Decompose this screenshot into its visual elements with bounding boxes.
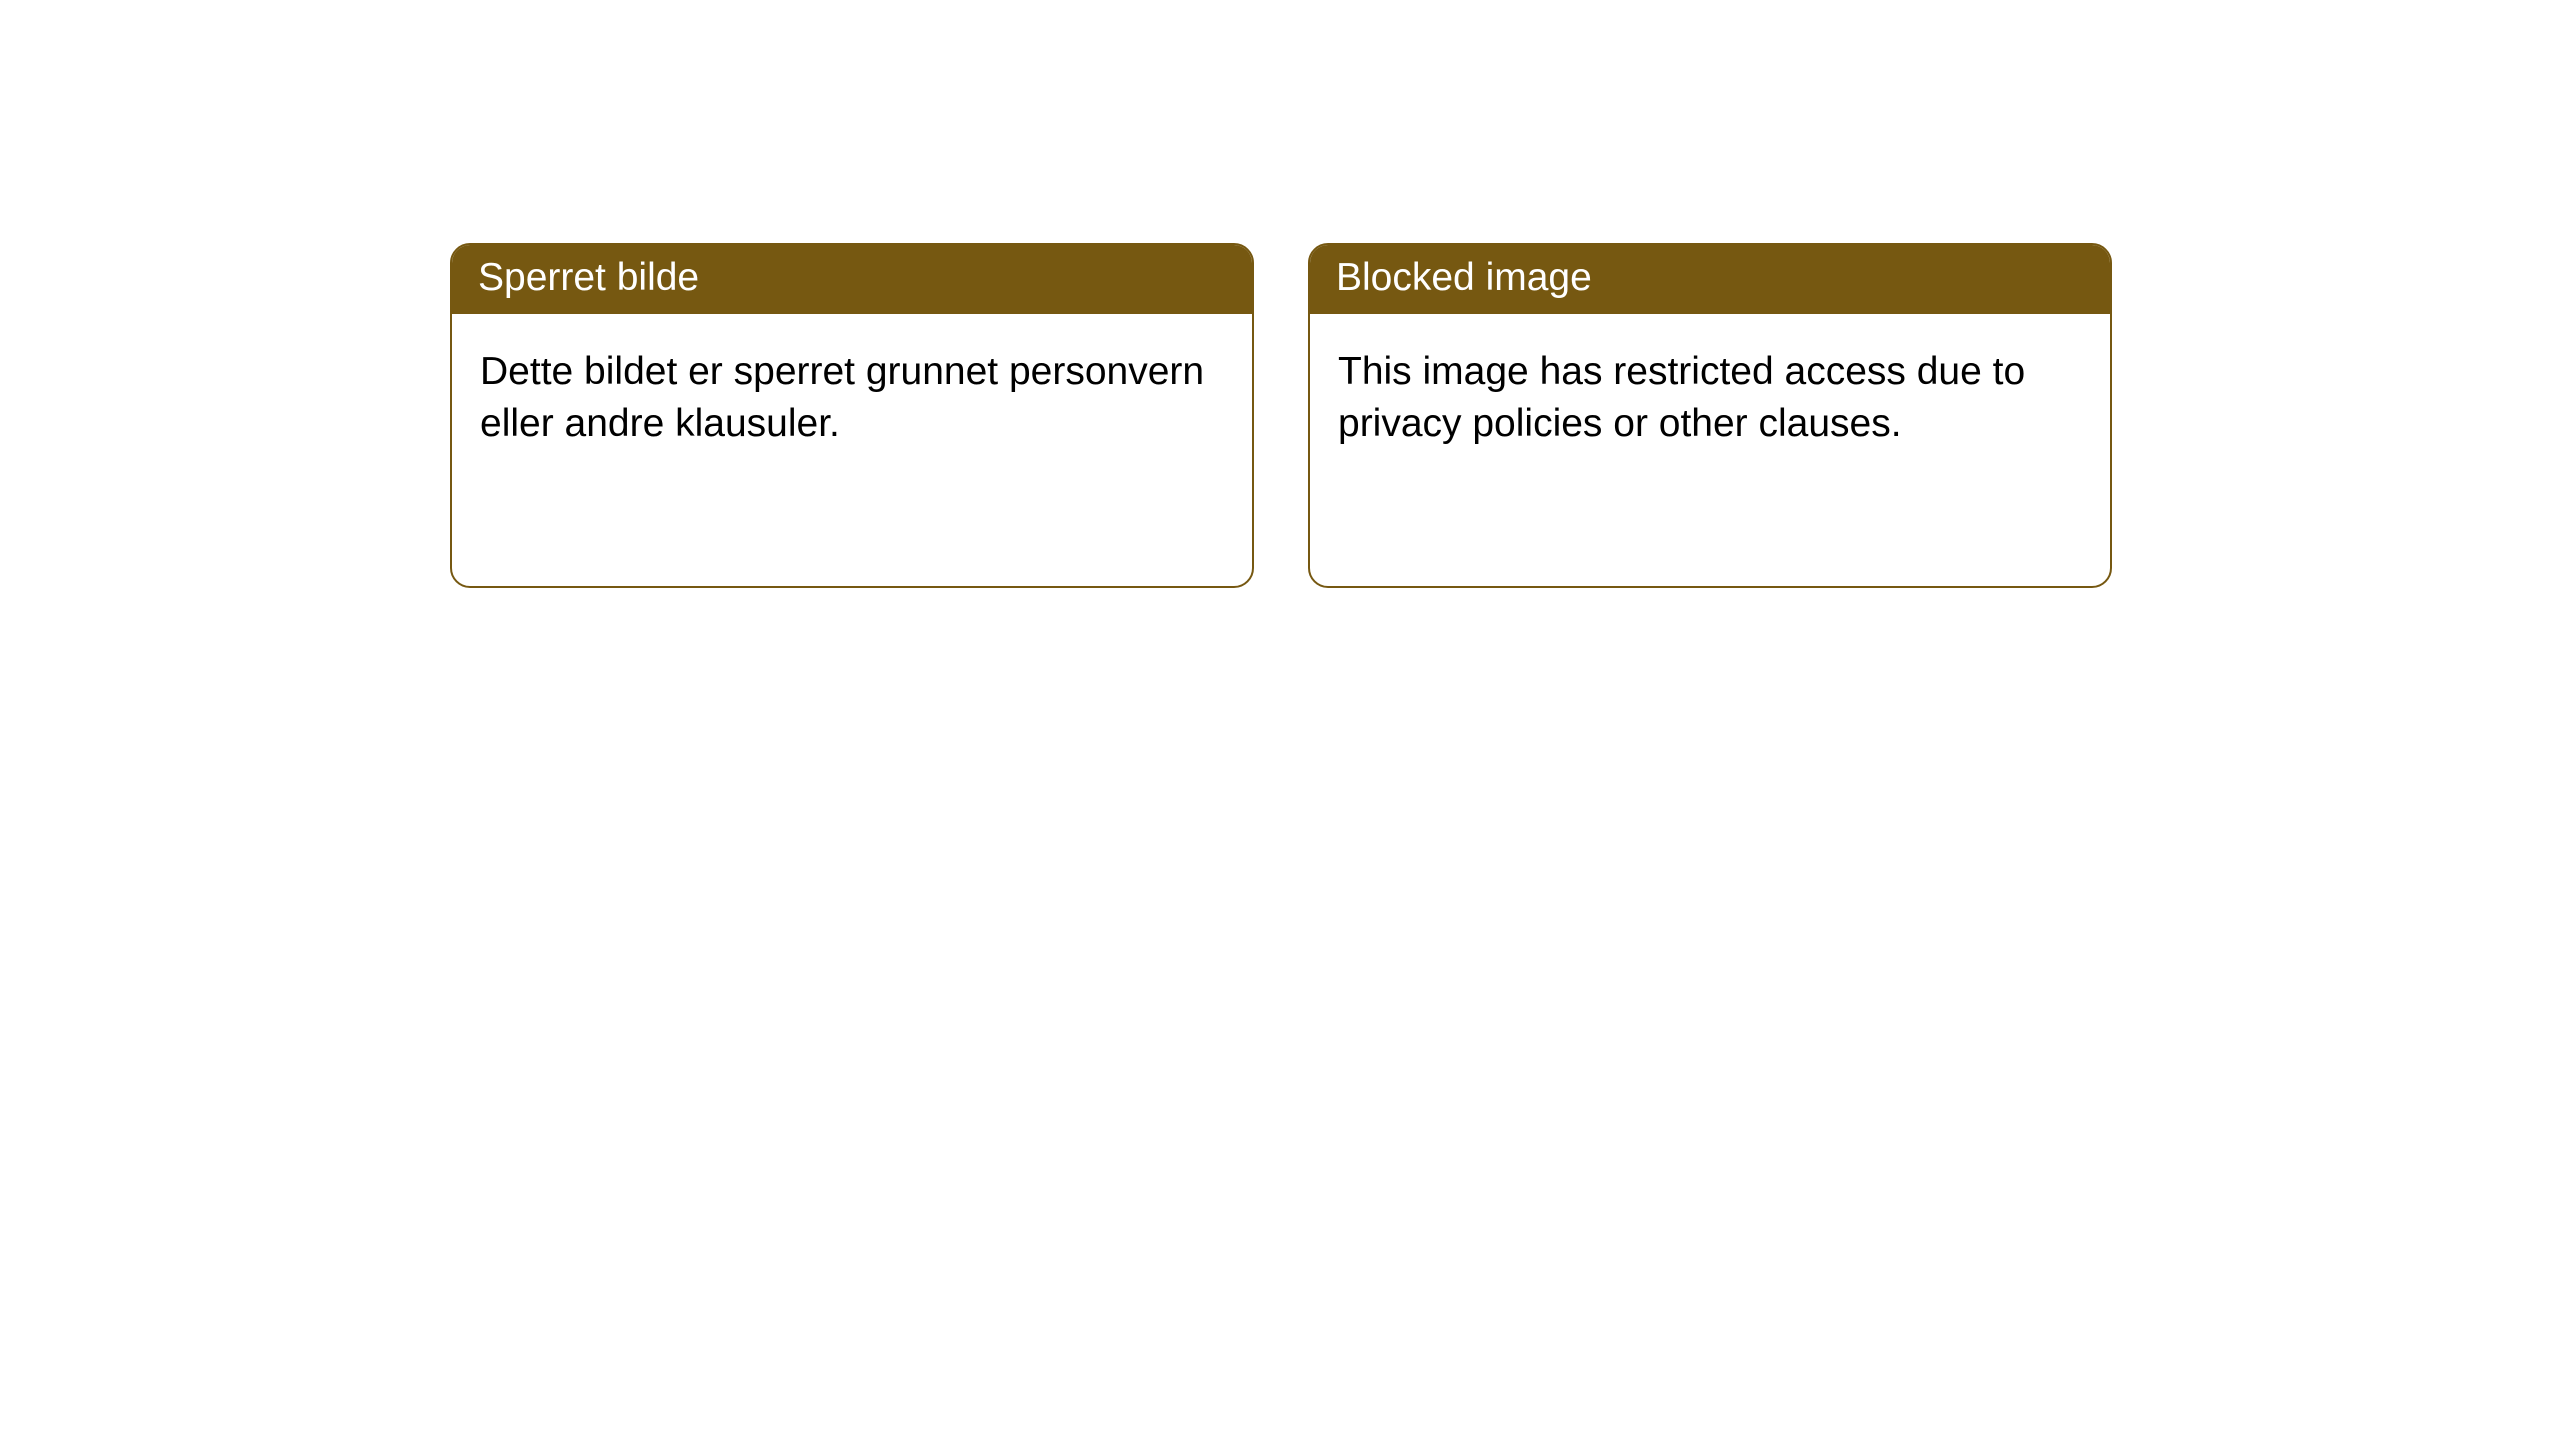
notice-body-norwegian: Dette bildet er sperret grunnet personve…: [452, 314, 1252, 586]
notice-container: Sperret bilde Dette bildet er sperret gr…: [0, 0, 2560, 588]
notice-card-norwegian: Sperret bilde Dette bildet er sperret gr…: [450, 243, 1254, 588]
notice-title-english: Blocked image: [1310, 245, 2110, 314]
notice-title-norwegian: Sperret bilde: [452, 245, 1252, 314]
notice-card-english: Blocked image This image has restricted …: [1308, 243, 2112, 588]
notice-body-english: This image has restricted access due to …: [1310, 314, 2110, 586]
